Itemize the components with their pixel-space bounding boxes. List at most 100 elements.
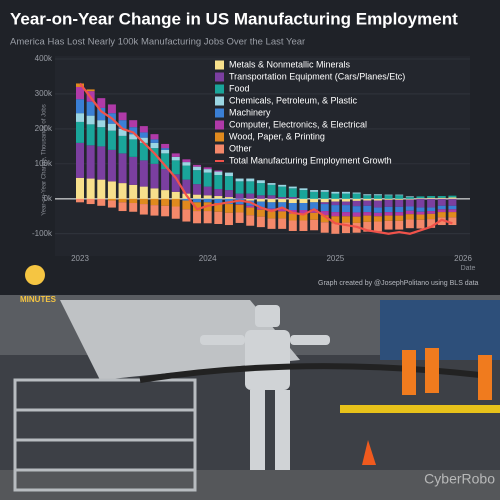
- bar-segment: [373, 221, 382, 232]
- bar-segment: [224, 172, 233, 177]
- bar-segment: [171, 206, 180, 219]
- bar-segment: [448, 217, 457, 226]
- bar-segment: [437, 196, 446, 198]
- bar-segment: [278, 186, 287, 198]
- bar-segment: [363, 215, 372, 222]
- bar-segment: [320, 190, 329, 192]
- bar-segment: [107, 198, 116, 201]
- bar-segment: [139, 198, 148, 205]
- panel: [60, 300, 300, 380]
- bar-segment: [161, 153, 170, 170]
- bar-segment: [448, 198, 457, 206]
- y-tick-label: 300k: [35, 89, 53, 98]
- bar-segment: [171, 174, 180, 192]
- bar-segment: [405, 210, 414, 215]
- bar-segment: [352, 198, 361, 201]
- bar-segment: [384, 215, 393, 221]
- bar-segment: [427, 207, 436, 212]
- bar-segment: [214, 175, 223, 190]
- bar-segment: [384, 198, 393, 200]
- bar-segment: [416, 196, 425, 199]
- bar-segment: [416, 211, 425, 215]
- bar-segment: [320, 211, 329, 216]
- bar-segment: [373, 216, 382, 222]
- bar-segment: [384, 195, 393, 199]
- bar-segment: [193, 194, 202, 199]
- bar-segment: [395, 195, 404, 199]
- bar-segment: [107, 104, 116, 114]
- bar-segment: [97, 146, 106, 180]
- bar-segment: [331, 205, 340, 213]
- bar-segment: [448, 212, 457, 218]
- bar-segment: [288, 188, 297, 198]
- bar-segment: [203, 169, 212, 173]
- sign: [380, 300, 500, 360]
- bar-segment: [405, 196, 414, 198]
- bar-segment: [299, 210, 308, 214]
- bar-segment: [118, 128, 127, 136]
- legend-label: Chemicals, Petroleum, & Plastic: [229, 95, 358, 105]
- bar-segment: [235, 212, 244, 223]
- x-tick-label: 2023: [71, 254, 89, 263]
- bar-segment: [193, 166, 202, 171]
- bar-segment: [331, 191, 340, 194]
- bar-segment: [118, 153, 127, 184]
- bar-segment: [288, 213, 297, 221]
- y-axis-label: Year-on-Year Change, Thousands of Jobs: [42, 104, 48, 216]
- bar-segment: [203, 172, 212, 187]
- bar-segment: [416, 198, 425, 208]
- bar-segment: [437, 212, 446, 218]
- x-tick-label: 2024: [199, 254, 217, 263]
- bar-segment: [161, 143, 170, 149]
- y-tick-label: 200k: [35, 124, 53, 133]
- bar-segment: [235, 178, 244, 182]
- bar-segment: [97, 98, 106, 108]
- bar-segment: [97, 179, 106, 199]
- bar-segment: [256, 201, 265, 208]
- bar-segment: [235, 193, 244, 199]
- bar-segment: [182, 159, 191, 163]
- bar-segment: [129, 156, 138, 185]
- bar-segment: [352, 192, 361, 194]
- bar-segment: [203, 167, 212, 170]
- bar-segment: [86, 178, 95, 199]
- bar-segment: [384, 206, 393, 213]
- legend-label: Computer, Electronics, & Electrical: [229, 119, 367, 129]
- bar-segment: [86, 89, 95, 92]
- bar-segment: [384, 199, 393, 207]
- credit: Graph created by @JosephPolitano using B…: [318, 280, 479, 287]
- watermark: CyberRobo: [424, 471, 495, 487]
- bar-segment: [299, 188, 308, 191]
- bar-segment: [246, 207, 255, 216]
- bar-segment: [97, 127, 106, 147]
- legend-swatch: [215, 120, 224, 130]
- bar-segment: [416, 207, 425, 212]
- bar-segment: [342, 201, 350, 206]
- bar-segment: [139, 160, 148, 187]
- bar-segment: [310, 198, 319, 203]
- bar-segment: [278, 218, 287, 229]
- bar-segment: [395, 194, 404, 196]
- bar-segment: [203, 198, 212, 203]
- bar-segment: [246, 193, 255, 199]
- legend-label: Metals & Nonmetallic Minerals: [229, 59, 351, 69]
- bar-segment: [235, 181, 244, 194]
- bar-segment: [448, 197, 457, 199]
- bar-segment: [437, 209, 446, 213]
- x-axis-label: Date: [461, 265, 476, 272]
- bar-segment: [118, 135, 127, 154]
- bar-segment: [150, 205, 159, 216]
- bar-segment: [246, 205, 255, 208]
- bar-segment: [150, 163, 159, 189]
- bar-segment: [278, 208, 287, 212]
- bar-segment: [427, 219, 436, 228]
- bar-segment: [107, 200, 116, 208]
- bar-segment: [129, 139, 138, 157]
- bar-segment: [437, 198, 446, 206]
- bar-segment: [161, 149, 170, 154]
- bar-segment: [118, 202, 127, 212]
- bar-segment: [224, 212, 233, 226]
- bar-segment: [224, 190, 233, 198]
- bar-segment: [256, 207, 265, 210]
